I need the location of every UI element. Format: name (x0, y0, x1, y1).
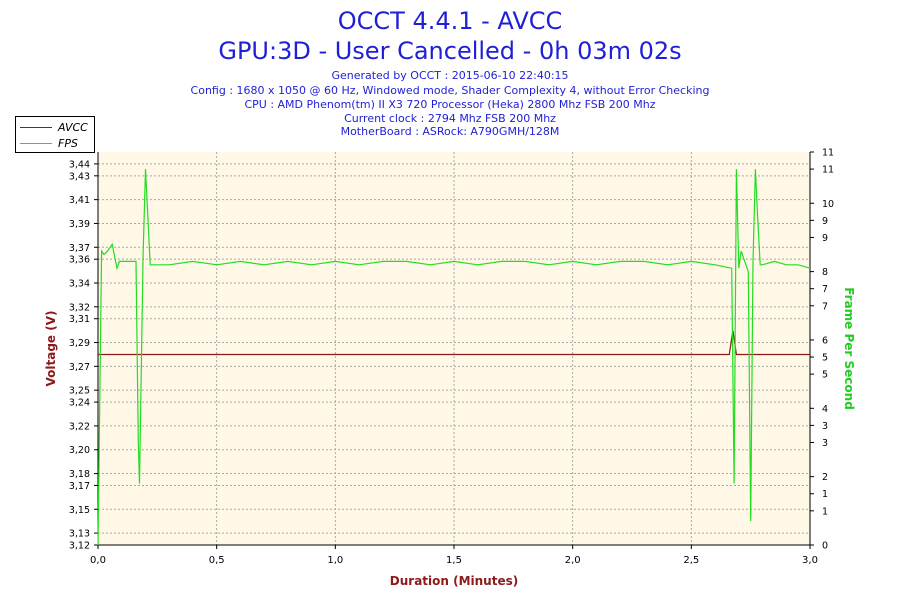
legend-label-avcc: AVCC (58, 120, 88, 134)
y2-tick-label: 7 (822, 284, 828, 295)
y-tick-label: 3,17 (69, 481, 90, 492)
y2-tick-label: 10 (822, 199, 834, 210)
x-tick-label: 1,5 (446, 555, 462, 566)
legend-item-avcc: AVCC (20, 120, 88, 134)
y2-tick-label: 0 (822, 541, 828, 552)
y-tick-label: 3,37 (69, 243, 90, 254)
y2-tick-label: 8 (822, 267, 828, 278)
x-tick-label: 3,0 (802, 555, 818, 566)
y2-tick-label: 11 (822, 165, 834, 176)
y2-tick-label: 1 (822, 506, 828, 517)
y-tick-label: 3,44 (69, 159, 90, 170)
x-tick-label: 0,0 (90, 555, 106, 566)
y-tick-label: 3,12 (69, 541, 90, 552)
x-tick-label: 2,0 (565, 555, 581, 566)
y2-tick-label: 6 (822, 335, 828, 346)
legend: AVCC FPS (15, 116, 95, 153)
info-motherboard: MotherBoard : ASRock: A790GMH/128M (340, 125, 560, 138)
x-axis-label: Duration (Minutes) (390, 574, 518, 588)
legend-swatch-fps (20, 142, 52, 144)
y-tick-label: 3,29 (69, 338, 90, 349)
info-cpu: CPU : AMD Phenom(tm) II X3 720 Processor… (244, 98, 656, 111)
legend-item-fps: FPS (20, 136, 78, 150)
info-generated: Generated by OCCT : 2015-06-10 22:40:15 (331, 69, 569, 82)
y2-tick-label: 11 (822, 148, 834, 159)
info-clock: Current clock : 2794 Mhz FSB 200 Mhz (344, 112, 556, 125)
y2-tick-label: 4 (822, 404, 828, 415)
chart-subtitle: GPU:3D - User Cancelled - 0h 03m 02s (218, 37, 682, 65)
y2-tick-label: 7 (822, 301, 828, 312)
y-tick-label: 3,31 (69, 314, 90, 325)
x-tick-label: 1,0 (327, 555, 343, 566)
x-tick-label: 2,5 (683, 555, 699, 566)
y-tick-label: 3,34 (69, 279, 90, 290)
y-tick-label: 3,22 (69, 421, 90, 432)
y-tick-label: 3,20 (69, 445, 90, 456)
y-axis-label: Voltage (V) (44, 311, 58, 387)
series-line-fps (97, 169, 811, 546)
y-tick-label: 3,24 (69, 398, 90, 409)
y2-axis-label: Frame Per Second (842, 287, 856, 410)
legend-swatch-avcc (20, 126, 52, 128)
legend-label-fps: FPS (58, 136, 78, 150)
y2-tick-label: 3 (822, 438, 828, 449)
y-tick-label: 3,15 (69, 505, 90, 516)
chart-title: OCCT 4.4.1 - AVCC (337, 7, 563, 35)
y-tick-label: 3,43 (69, 171, 90, 182)
y-tick-label: 3,25 (69, 386, 90, 397)
y-tick-label: 3,18 (69, 469, 90, 480)
y-tick-label: 3,27 (69, 362, 90, 373)
y2-tick-label: 9 (822, 233, 828, 244)
y-tick-label: 3,32 (69, 302, 90, 313)
y-tick-label: 3,13 (69, 529, 90, 540)
y2-tick-label: 3 (822, 421, 828, 432)
y-tick-label: 3,41 (69, 195, 90, 206)
x-tick-label: 0,5 (209, 555, 225, 566)
y-tick-label: 3,36 (69, 255, 90, 266)
y-tick-label: 3,39 (69, 219, 90, 230)
y2-tick-label: 9 (822, 216, 828, 227)
info-config: Config : 1680 x 1050 @ 60 Hz, Windowed m… (190, 84, 710, 97)
y2-tick-label: 5 (822, 353, 828, 364)
y2-tick-label: 1 (822, 489, 828, 500)
y2-tick-label: 2 (822, 472, 828, 483)
y2-tick-label: 5 (822, 370, 828, 381)
